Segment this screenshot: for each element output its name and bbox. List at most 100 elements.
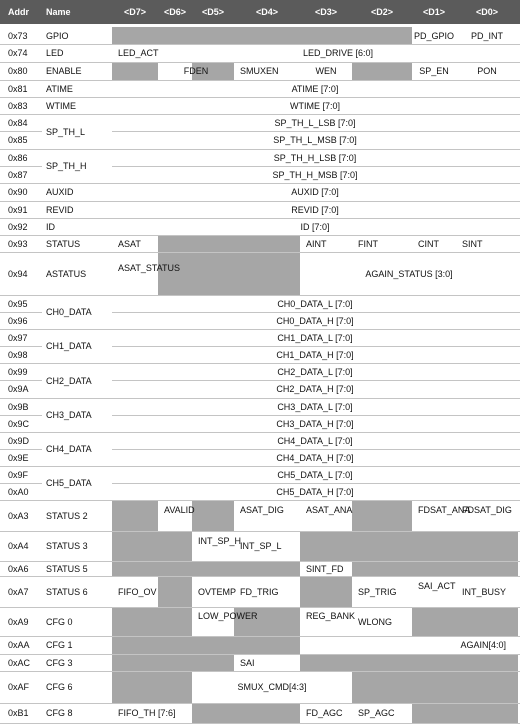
register-group-name: CH0_DATA xyxy=(46,307,92,317)
register-address: 0x80 xyxy=(8,66,28,76)
reserved-bit-block xyxy=(112,62,158,81)
register-address: 0x87 xyxy=(8,170,28,180)
register-address: 0xA9 xyxy=(8,617,29,627)
register-address: 0xA7 xyxy=(8,587,29,597)
header-d2: <D2> xyxy=(370,7,394,17)
register-name: CFG 3 xyxy=(46,658,73,668)
bit-field: FIFO_OV xyxy=(118,587,157,597)
register-name: ASTATUS xyxy=(46,269,87,279)
row-divider xyxy=(0,131,42,132)
row-divider xyxy=(0,466,520,467)
reserved-bit-block xyxy=(112,561,300,577)
row-divider xyxy=(0,114,520,115)
register-name: ID xyxy=(46,222,55,232)
row-divider xyxy=(0,483,42,484)
row-divider xyxy=(0,415,42,416)
row-divider xyxy=(0,252,520,253)
bit-field: ASAT_DIG xyxy=(240,505,284,515)
row-divider xyxy=(0,62,520,63)
register-name: GPIO xyxy=(46,31,69,41)
bit-field: FDSAT_ANA xyxy=(418,505,471,515)
register-address: 0x83 xyxy=(8,101,28,111)
bit-field: OVTEMP xyxy=(198,587,237,597)
bit-field: LED_DRIVE [6:0] xyxy=(302,48,374,58)
bit-field: CH0_DATA_H [7:0] xyxy=(276,316,354,326)
row-divider xyxy=(0,183,520,184)
reserved-bit-block xyxy=(300,531,518,562)
bit-field: CINT xyxy=(418,239,439,249)
bit-field: SP_TH_L_LSB [7:0] xyxy=(274,118,356,128)
row-divider xyxy=(0,218,520,219)
row-divider xyxy=(0,576,520,577)
bit-field: CH2_DATA_H [7:0] xyxy=(276,384,354,394)
register-address: 0x94 xyxy=(8,269,28,279)
register-name: CFG 0 xyxy=(46,617,73,627)
row-divider xyxy=(0,44,520,45)
bit-field: ASAT xyxy=(118,239,141,249)
bit-field: LED_ACT xyxy=(118,48,159,58)
register-name: AUXID xyxy=(46,187,74,197)
reserved-bit-block xyxy=(112,531,192,562)
row-divider xyxy=(0,671,520,672)
bit-field: SP_EN xyxy=(419,66,449,76)
bit-field: AVALID xyxy=(164,505,195,515)
reserved-bit-block xyxy=(300,654,518,672)
bit-field: SMUXEN xyxy=(240,66,279,76)
register-address: 0xAC xyxy=(8,658,31,668)
bit-field: WLONG xyxy=(358,617,393,627)
reserved-bit-block xyxy=(158,235,300,253)
reserved-bit-block xyxy=(300,576,352,608)
row-divider xyxy=(0,531,520,532)
register-name: ENABLE xyxy=(46,66,82,76)
register-address: 0xA6 xyxy=(8,564,29,574)
row-divider xyxy=(0,312,42,313)
bit-field: ASAT_STATUS xyxy=(118,263,181,273)
table-bottom-border xyxy=(0,723,520,724)
row-divider xyxy=(0,636,520,637)
reserved-bit-block xyxy=(158,576,192,608)
header-d5: <D5> xyxy=(201,7,225,17)
bit-field: PD_GPIO xyxy=(413,31,454,41)
register-group-name: CH4_DATA xyxy=(46,444,92,454)
bit-field: SINT_FD xyxy=(306,564,344,574)
register-address: 0x9A xyxy=(8,384,29,394)
header-addr: Addr xyxy=(8,7,29,17)
row-divider xyxy=(0,363,520,364)
reserved-bit-block xyxy=(412,607,518,637)
register-name: STATUS 6 xyxy=(46,587,88,597)
register-address: 0x84 xyxy=(8,118,28,128)
bit-field: FD_AGC xyxy=(306,708,343,718)
header-d0: <D0> xyxy=(475,7,499,17)
bit-field: SP_TH_H_LSB [7:0] xyxy=(273,153,357,163)
register-address: 0x9F xyxy=(8,470,29,480)
row-divider xyxy=(112,483,520,484)
bit-field: CH1_DATA_L [7:0] xyxy=(277,333,353,343)
bit-field: SAI xyxy=(240,658,255,668)
bit-field: INT_SP_L xyxy=(240,541,282,551)
bit-field: FIFO_TH [7:6] xyxy=(118,708,176,718)
register-name: CFG 6 xyxy=(46,682,73,692)
row-divider xyxy=(0,166,42,167)
bit-field: SP_AGC xyxy=(358,708,395,718)
register-address: 0x90 xyxy=(8,187,28,197)
row-divider xyxy=(0,149,520,150)
reserved-bit-block xyxy=(352,671,518,704)
row-divider xyxy=(0,654,520,655)
bit-field: INT_BUSY xyxy=(462,587,507,597)
row-divider xyxy=(0,80,520,81)
register-address: 0x86 xyxy=(8,153,28,163)
register-address: 0x9C xyxy=(8,419,30,429)
header-d4: <D4> xyxy=(255,7,279,17)
register-group-name: SP_TH_L xyxy=(46,127,86,137)
reserved-bit-block xyxy=(112,500,158,532)
register-name: REVID xyxy=(46,205,74,215)
row-divider xyxy=(0,346,42,347)
register-name: STATUS 3 xyxy=(46,541,88,551)
register-name: LED xyxy=(46,48,64,58)
register-address: 0x91 xyxy=(8,205,28,215)
bit-field: SP_TH_L_MSB [7:0] xyxy=(273,135,357,145)
reserved-bit-block xyxy=(112,27,412,45)
register-address: 0x98 xyxy=(8,350,28,360)
header-d7: <D7> xyxy=(123,7,147,17)
bit-field: SINT xyxy=(462,239,483,249)
